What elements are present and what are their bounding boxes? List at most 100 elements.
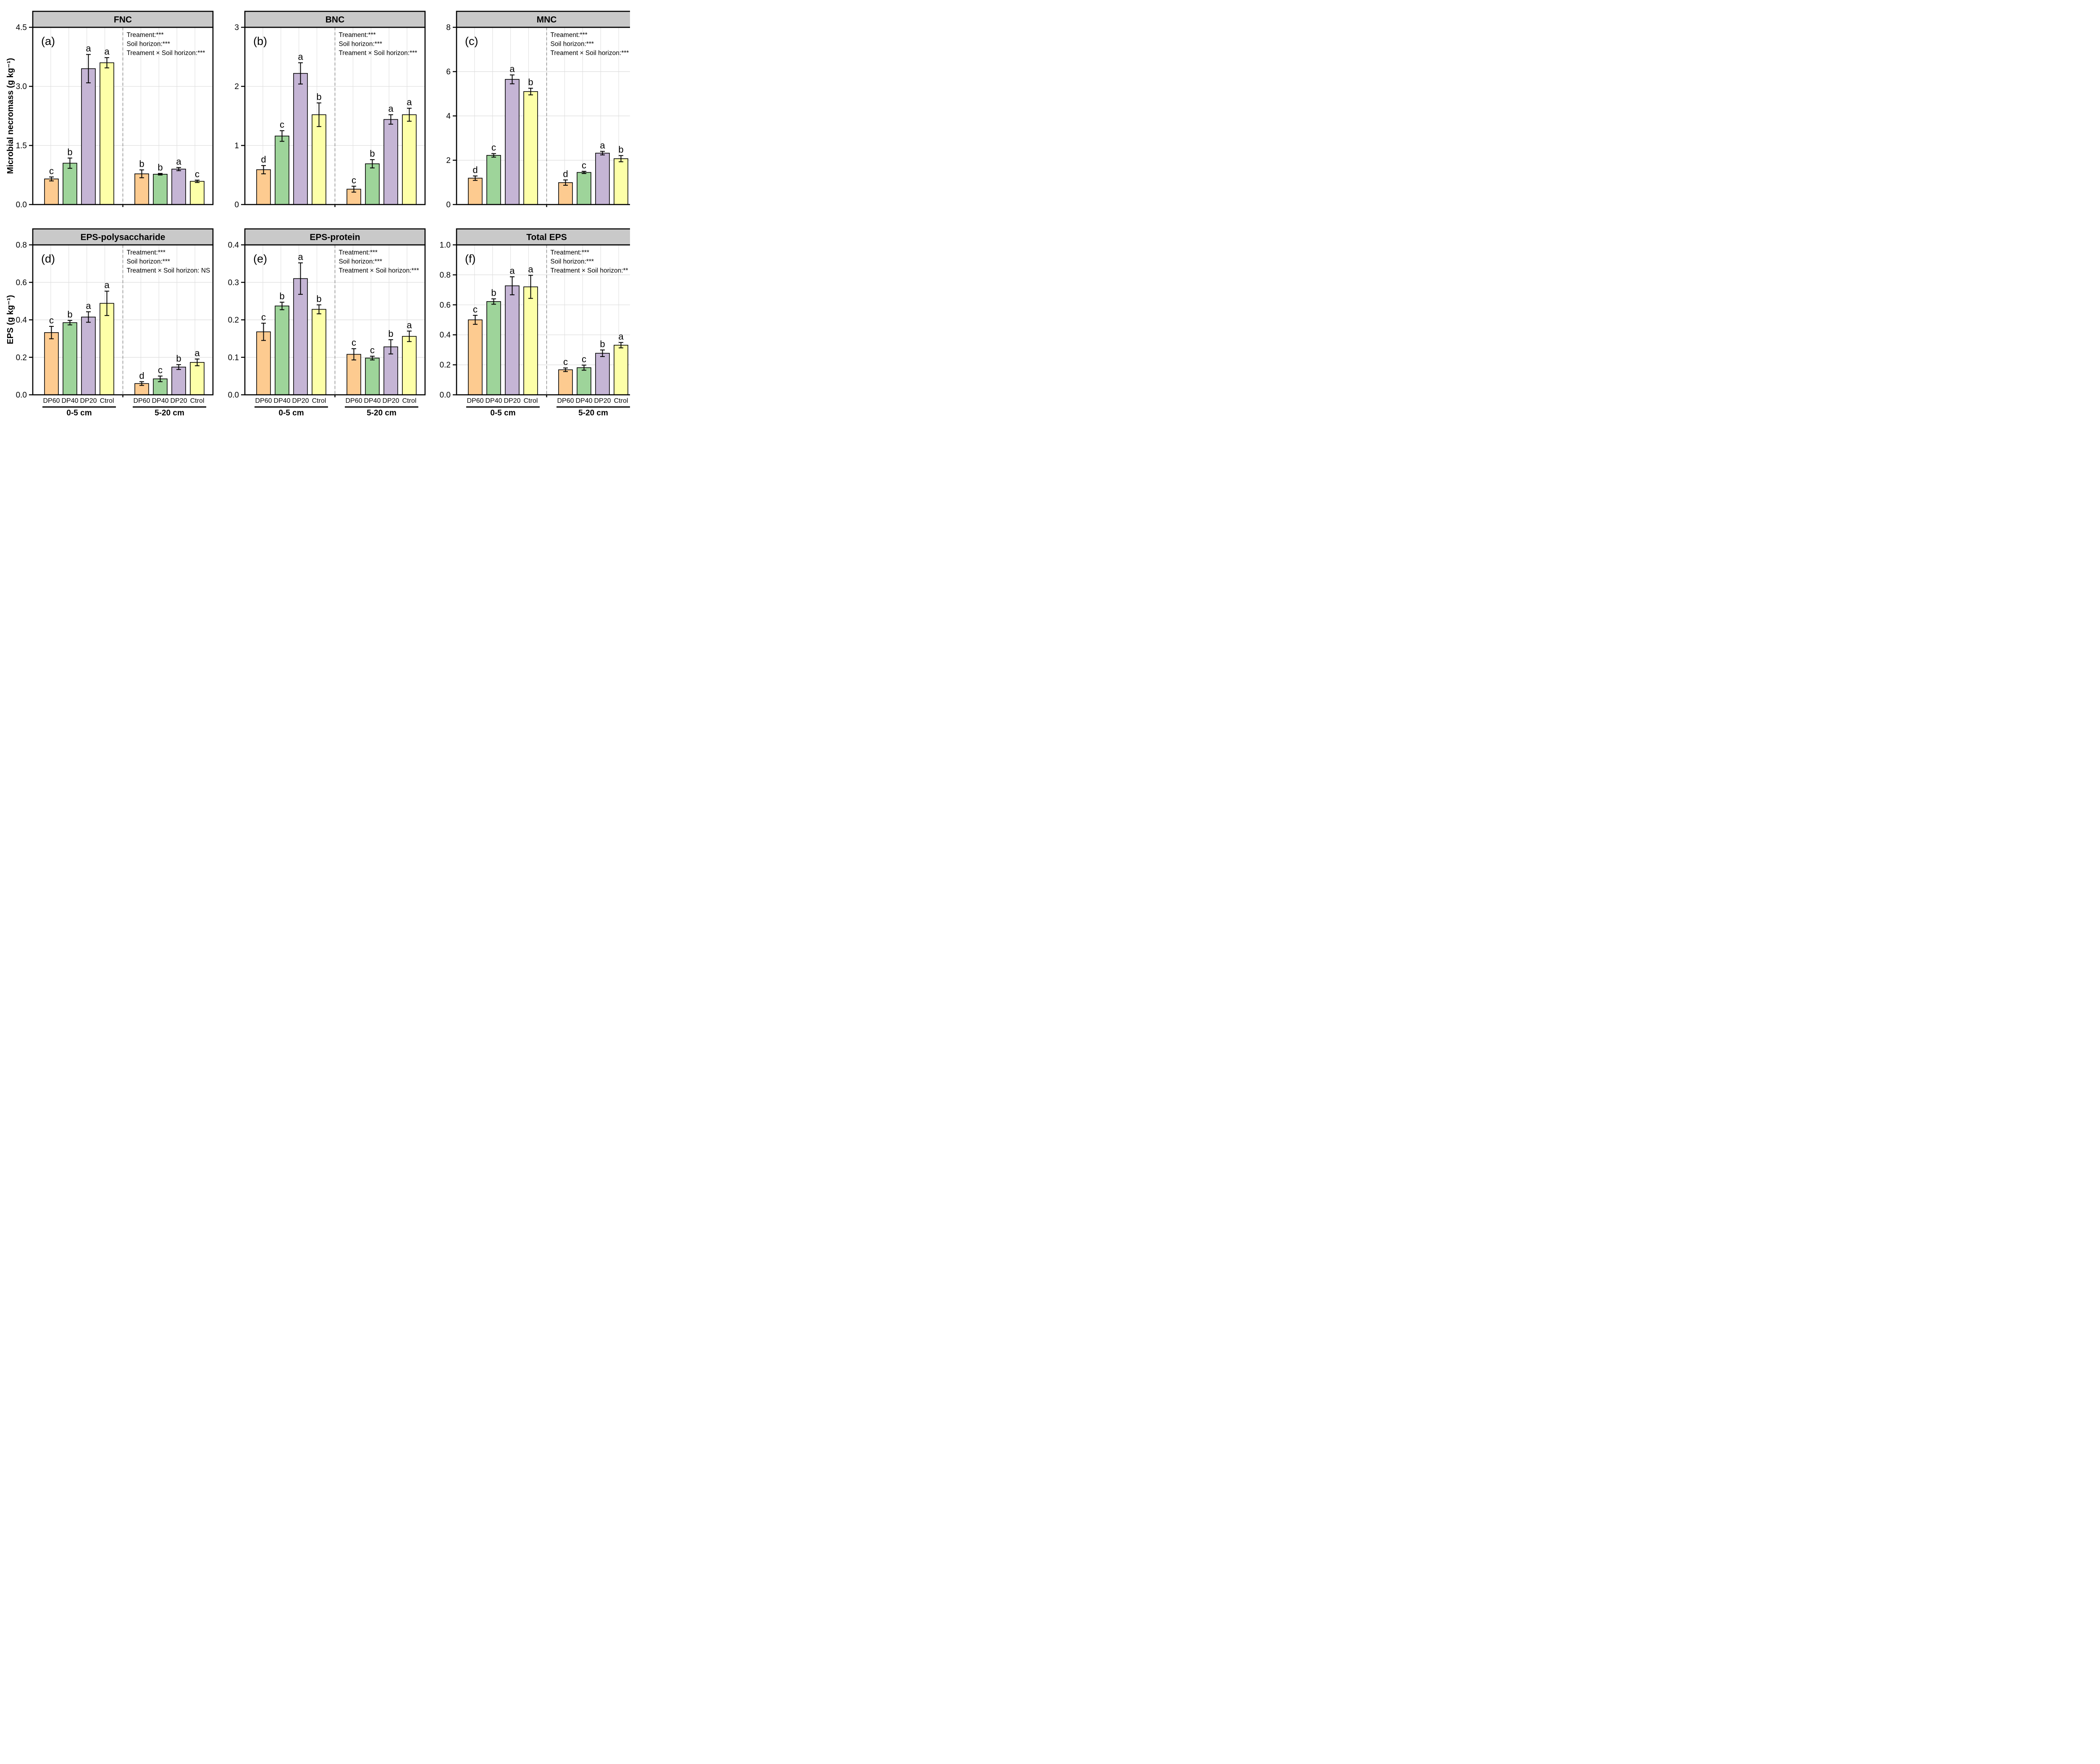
bar-DP40-5-20cm [153, 173, 168, 205]
sig-letter: c [261, 312, 266, 323]
sig-letter: d [261, 154, 266, 165]
sig-letter: c [195, 169, 200, 179]
bar-DP40-0-5cm [486, 301, 501, 395]
bar-DP40-5-20cm [365, 357, 380, 395]
stats-annotation-line: Treatment:*** [339, 249, 378, 256]
x-tick-label-Ctrol: Ctrol [312, 397, 326, 404]
panel-header-bnc [244, 10, 426, 28]
bar-DP40-5-20cm [365, 163, 380, 205]
sig-letter: b [67, 309, 72, 320]
y-axis-label-eps: EPS (g kg⁻¹) [6, 295, 15, 344]
bar-DP60-0-5cm [468, 178, 483, 205]
bar-DP20-0-5cm [505, 79, 520, 205]
x-tick-label-DP60: DP60 [557, 397, 574, 404]
sig-letter: b [618, 144, 623, 155]
sig-letter: b [600, 339, 605, 349]
panel-title-bnc: BNC [326, 15, 345, 25]
x-tick-label-DP60: DP60 [345, 397, 362, 404]
panel-title-fnc: FNC [114, 15, 132, 25]
x-tick-label-Ctrol: Ctrol [190, 397, 205, 404]
x-tick-label-DP20: DP20 [382, 397, 399, 404]
y-tick-label: 0.2 [16, 353, 27, 362]
bar-DP60-5-20cm [346, 354, 361, 395]
sig-letter: c [563, 357, 568, 367]
bar-Ctrol-5-20cm [190, 181, 205, 205]
y-tick-label: 8 [446, 24, 451, 32]
horizon-group-label: 5-20 cm [367, 409, 396, 417]
bar-DP20-0-5cm [293, 73, 308, 205]
y-tick-label: 0.0 [440, 391, 451, 400]
y-tick-label: 1.0 [440, 241, 451, 250]
bar-Ctrol-5-20cm [614, 345, 628, 395]
sig-letter: a [194, 348, 200, 358]
sig-letter: a [176, 156, 181, 167]
stats-annotation-line: Treament × Soil horizon:*** [339, 50, 417, 57]
y-tick-label: 0.4 [440, 331, 451, 340]
bar-DP60-5-20cm [134, 173, 149, 205]
x-tick-label-DP40: DP40 [152, 397, 168, 404]
stats-annotation-line: Treatment:*** [127, 249, 165, 256]
sig-letter: d [139, 370, 144, 381]
x-tick-label-DP40: DP40 [364, 397, 381, 404]
bar-DP20-5-20cm [171, 168, 186, 205]
sig-letter: c [352, 337, 356, 348]
y-tick-label: 2 [446, 156, 451, 165]
panel-letter: (c) [465, 35, 478, 47]
x-tick-label-DP60: DP60 [133, 397, 150, 404]
stats-annotation-line: Treament × Soil horizon:*** [127, 50, 205, 57]
bar-Ctrol-0-5cm [100, 62, 114, 205]
stats-annotation-line: Soil horizon:*** [127, 258, 170, 265]
sig-letter: a [104, 280, 110, 290]
sig-letter: c [280, 119, 284, 130]
y-tick-label: 4 [446, 112, 451, 121]
stats-annotation-line: Soil horizon:*** [339, 258, 382, 265]
stats-annotation-line: Soil horizon:*** [127, 41, 170, 48]
bar-DP20-5-20cm [171, 367, 186, 395]
horizon-group-label: 5-20 cm [578, 409, 608, 417]
sig-letter: c [49, 315, 54, 326]
x-tick-label-Ctrol: Ctrol [524, 397, 538, 404]
bar-DP20-0-5cm [293, 278, 308, 395]
sig-letter: b [388, 328, 393, 339]
sig-letter: c [158, 365, 163, 375]
bar-DP60-0-5cm [256, 331, 271, 395]
panel-letter: (f) [465, 252, 475, 265]
x-tick-label-DP40: DP40 [575, 397, 592, 404]
bar-DP60-5-20cm [558, 369, 573, 395]
bar-DP40-0-5cm [275, 305, 289, 395]
panel-letter: (e) [253, 252, 267, 265]
sig-letter: a [509, 265, 515, 276]
x-tick-label-DP60: DP60 [255, 397, 272, 404]
bar-DP20-5-20cm [595, 152, 610, 205]
sig-letter: b [67, 147, 72, 157]
y-tick-label: 0.0 [228, 391, 239, 400]
bar-Ctrol-5-20cm [402, 336, 417, 395]
sig-letter: b [279, 291, 284, 302]
x-tick-label-DP40: DP40 [485, 397, 502, 404]
x-tick-label-DP40: DP40 [273, 397, 290, 404]
y-tick-label: 6 [446, 68, 451, 76]
y-tick-label: 0.4 [228, 241, 239, 250]
sig-letter: c [582, 160, 586, 171]
bar-DP20-5-20cm [383, 119, 398, 205]
bar-DP40-0-5cm [63, 322, 77, 395]
sig-letter: a [86, 43, 91, 54]
stats-annotation-line: Treament:*** [339, 32, 376, 39]
sig-letter: c [352, 175, 356, 185]
bar-Ctrol-0-5cm [523, 286, 538, 395]
y-tick-label: 0.6 [440, 301, 451, 310]
bar-DP60-5-20cm [558, 182, 573, 205]
x-tick-label-Ctrol: Ctrol [614, 397, 628, 404]
stats-annotation-line: Soil horizon:*** [339, 41, 382, 48]
sig-letter: c [49, 165, 54, 176]
panel-header-eps-polysaccharide [32, 228, 214, 246]
sig-letter: a [298, 51, 303, 62]
sig-letter: a [298, 252, 303, 262]
x-tick-label-DP20: DP20 [170, 397, 187, 404]
sig-letter: a [388, 103, 394, 114]
bar-Ctrol-0-5cm [100, 303, 114, 395]
sig-letter: b [370, 148, 375, 159]
bar-DP20-0-5cm [505, 285, 520, 395]
panel-header-eps-protein [244, 228, 426, 246]
panel-letter: (b) [253, 35, 267, 47]
